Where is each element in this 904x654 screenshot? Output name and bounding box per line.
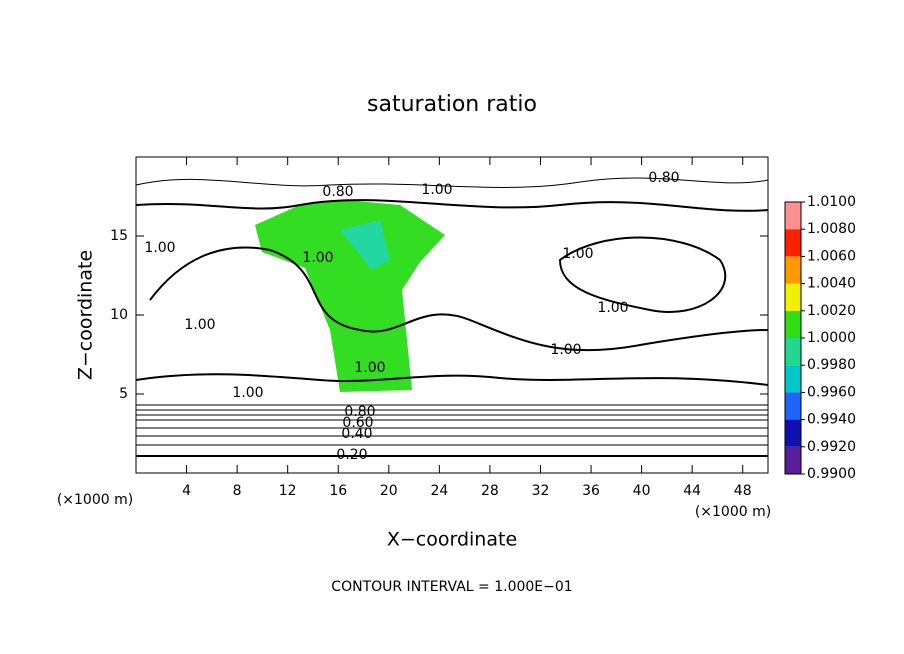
colorbar-swatch: [785, 419, 801, 447]
x-unit-label: (×1000 m): [57, 492, 133, 508]
colorbar-swatch: [785, 202, 801, 230]
contour-label: 1.00: [302, 250, 333, 266]
colorbar-label: 0.9940: [807, 412, 856, 428]
x-axis-label: X−coordinate: [387, 529, 517, 551]
x-tick-label: 20: [380, 483, 398, 499]
colorbar-swatch: [785, 338, 801, 366]
x-tick-label: 40: [633, 483, 651, 499]
chart-title: saturation ratio: [367, 92, 537, 117]
colorbar-label: 1.0020: [807, 303, 856, 319]
contour-label: 0.20: [336, 447, 367, 463]
colorbar-label: 0.9980: [807, 357, 856, 373]
x-unit-label: (×1000 m): [695, 504, 771, 520]
colorbar-swatch: [785, 392, 801, 420]
contour-label: 0.60: [342, 415, 373, 431]
x-tick-label: 32: [532, 483, 550, 499]
contour-label: 1.00: [232, 385, 263, 401]
colorbar-swatch: [785, 446, 801, 474]
contour-label: 1.00: [184, 317, 215, 333]
contour-label: 0.40: [341, 426, 372, 442]
y-tick-label: 15: [110, 228, 128, 244]
contour-label: 0.80: [322, 184, 353, 200]
x-tick-label: 28: [481, 483, 499, 499]
colorbar-label: 1.0080: [807, 221, 856, 237]
colorbar-label: 1.0100: [807, 194, 856, 210]
contour-label: 1.00: [562, 246, 593, 262]
y-tick-label: 5: [119, 386, 128, 402]
colorbar-swatch: [785, 283, 801, 311]
contour-label: 0.80: [648, 170, 679, 186]
contour-label: 1.00: [597, 300, 628, 316]
colorbar-label: 0.9960: [807, 384, 856, 400]
x-tick-label: 36: [582, 483, 600, 499]
footer-note: CONTOUR INTERVAL = 1.000E−01: [331, 579, 572, 595]
y-tick-label: 10: [110, 307, 128, 323]
colorbar-swatch: [785, 310, 801, 338]
x-tick-label: 48: [734, 483, 752, 499]
x-tick-label: 4: [182, 483, 191, 499]
x-tick-label: 12: [279, 483, 297, 499]
field: [135, 177, 769, 457]
contour-label: 1.00: [144, 240, 175, 256]
colorbar-label: 1.0040: [807, 276, 856, 292]
colorbar-label: 0.9920: [807, 439, 856, 455]
colorbar-label: 1.0000: [807, 330, 856, 346]
contour-label: 1.00: [354, 360, 385, 376]
contour-label: 1.00: [421, 182, 452, 198]
x-tick-label: 16: [329, 483, 347, 499]
contour-label: 0.80: [344, 404, 375, 420]
y-axis-label: Z−coordinate: [75, 250, 97, 380]
colorbar-label: 0.9900: [807, 466, 856, 482]
colorbar-swatch: [785, 365, 801, 393]
colorbar-swatch: [785, 229, 801, 257]
colorbar-label: 1.0060: [807, 248, 856, 264]
x-tick-label: 24: [430, 483, 448, 499]
x-tick-label: 44: [683, 483, 701, 499]
x-tick-label: 8: [233, 483, 242, 499]
colorbar-swatch: [785, 256, 801, 284]
contour-label: 1.00: [550, 342, 581, 358]
